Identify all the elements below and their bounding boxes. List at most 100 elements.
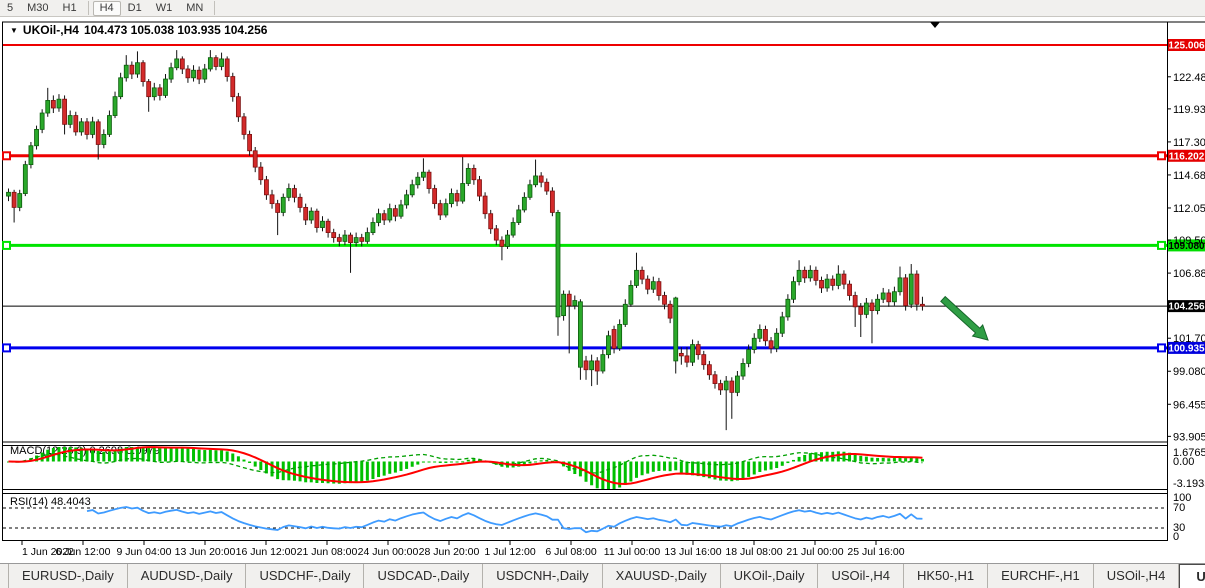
candle-body bbox=[409, 184, 415, 196]
rsi-line bbox=[86, 506, 923, 534]
tab-audusd-daily[interactable]: AUDUSD-,Daily bbox=[128, 564, 247, 588]
candle-body bbox=[286, 188, 292, 198]
candle-body bbox=[802, 269, 808, 279]
macd-histogram-bar bbox=[393, 461, 397, 473]
candle-body bbox=[73, 115, 79, 133]
macd-histogram-bar bbox=[848, 452, 852, 462]
price-badge-label: 125.006 bbox=[1168, 41, 1205, 52]
macd-histogram-bar bbox=[421, 461, 425, 463]
macd-histogram-bar bbox=[612, 461, 616, 489]
candle-body bbox=[779, 316, 785, 334]
macd-histogram-bar bbox=[859, 455, 863, 462]
tab-ukoil-h4[interactable]: UKOil-,H4 bbox=[1179, 564, 1205, 588]
macd-histogram-bar bbox=[377, 461, 381, 478]
candle-body bbox=[101, 134, 107, 145]
timeframe-mn[interactable]: MN bbox=[186, 2, 204, 14]
price-badge-100.935 bbox=[1168, 341, 1205, 354]
candle-body bbox=[56, 98, 62, 109]
price-axis-label: 99.080 bbox=[1173, 366, 1205, 378]
macd-histogram-bar bbox=[349, 461, 353, 484]
date-axis-label: 11 Jul 00:00 bbox=[604, 546, 661, 558]
price-axis-label: 96.455 bbox=[1173, 399, 1205, 411]
candle-body bbox=[549, 190, 555, 213]
candle-body bbox=[269, 194, 275, 205]
timeframe-5[interactable]: 5 bbox=[7, 2, 14, 14]
candle-body bbox=[376, 213, 381, 223]
candle-body bbox=[353, 237, 359, 244]
candle-body bbox=[796, 269, 802, 283]
tab-usdchf-daily[interactable]: USDCHF-,Daily bbox=[246, 564, 365, 588]
tab-ukoil-daily[interactable]: UKOil-,Daily bbox=[721, 564, 819, 588]
price-axis-label: 93.905 bbox=[1173, 431, 1205, 443]
candle-body bbox=[325, 220, 331, 233]
macd-histogram-bar bbox=[691, 461, 695, 476]
candle-body bbox=[157, 87, 163, 96]
candle-body bbox=[606, 335, 611, 356]
macd-histogram-bar bbox=[775, 461, 779, 469]
timeframe-w1[interactable]: W1 bbox=[155, 2, 173, 14]
macd-histogram-bar bbox=[343, 461, 347, 484]
macd-histogram-bar bbox=[629, 461, 633, 482]
macd-histogram-bar bbox=[382, 461, 386, 476]
macd-histogram-bar bbox=[763, 461, 767, 471]
candle-body bbox=[191, 69, 196, 79]
macd-histogram-bar bbox=[147, 447, 151, 462]
macd-axis-label: 1.6765 bbox=[1173, 447, 1205, 459]
tab-usdcad-daily[interactable]: USDCAD-,Daily bbox=[364, 564, 484, 588]
candle-body bbox=[723, 380, 729, 391]
macd-histogram-bar bbox=[702, 461, 706, 478]
chart-shift-marker-icon[interactable] bbox=[930, 22, 940, 28]
candle-body bbox=[533, 175, 538, 186]
candle-body bbox=[673, 297, 679, 362]
candle-body bbox=[835, 273, 841, 286]
candle-body bbox=[493, 228, 499, 241]
candle-body bbox=[858, 306, 864, 315]
macd-histogram-bar bbox=[326, 461, 330, 484]
candle-body bbox=[841, 273, 847, 285]
price-chart-canvas[interactable]: 125.006 116.202 109.080 104.256 100.935 122.4… bbox=[0, 17, 1205, 563]
tab-usdcnh-daily[interactable]: USDCNH-,Daily bbox=[483, 564, 603, 588]
candle-body bbox=[852, 295, 858, 308]
candle-body bbox=[163, 78, 168, 96]
candle-body bbox=[847, 283, 852, 296]
macd-histogram-bar bbox=[180, 447, 184, 462]
macd-histogram-bar bbox=[141, 447, 145, 462]
macd-histogram-bar bbox=[113, 450, 117, 462]
one-click-trading-icon[interactable]: ▼ bbox=[10, 25, 18, 35]
candle-body bbox=[678, 352, 684, 357]
tab-xauusd-daily[interactable]: XAUUSD-,Daily bbox=[603, 564, 721, 588]
tab-eurusd-daily[interactable]: EURUSD-,Daily bbox=[8, 564, 128, 588]
candle-body bbox=[869, 302, 875, 311]
macd-histogram-bar bbox=[270, 461, 274, 477]
tab-usoil-h4[interactable]: USOil-,H4 bbox=[1094, 564, 1180, 588]
timeframe-d1[interactable]: D1 bbox=[127, 2, 142, 14]
price-axis-label: 114.680 bbox=[1173, 170, 1205, 182]
candle-body bbox=[667, 303, 673, 319]
date-axis-label: 18 Jul 08:00 bbox=[725, 546, 782, 558]
candle-body bbox=[22, 164, 28, 194]
price-axis-label: 119.930 bbox=[1173, 104, 1205, 116]
tab-usoil-h4[interactable]: USOil-,H4 bbox=[818, 564, 904, 588]
macd-histogram-bar bbox=[427, 461, 431, 463]
candle-body bbox=[146, 81, 152, 98]
trend-arrow-annotation[interactable] bbox=[940, 295, 989, 341]
macd-histogram-bar bbox=[601, 461, 605, 489]
macd-histogram-bar bbox=[466, 459, 470, 462]
timeframe-h1[interactable]: H1 bbox=[62, 2, 77, 14]
macd-histogram-bar bbox=[461, 461, 465, 463]
macd-histogram-bar bbox=[696, 461, 700, 477]
level-edge-marker bbox=[1157, 151, 1166, 161]
candle-body bbox=[482, 195, 488, 215]
candle-body bbox=[415, 176, 421, 186]
tab-hk50-h1[interactable]: HK50-,H1 bbox=[904, 564, 989, 588]
timeframe-m30[interactable]: M30 bbox=[27, 2, 49, 14]
macd-histogram-bar bbox=[898, 457, 902, 462]
macd-histogram-bar bbox=[315, 461, 319, 484]
macd-histogram-bar bbox=[91, 449, 95, 462]
macd-histogram-bar bbox=[214, 450, 218, 462]
macd-histogram-bar bbox=[236, 456, 240, 462]
macd-histogram-bar bbox=[365, 461, 369, 481]
tab-eurchf-h1[interactable]: EURCHF-,H1 bbox=[988, 564, 1094, 588]
timeframe-h4[interactable]: H4 bbox=[92, 0, 121, 16]
